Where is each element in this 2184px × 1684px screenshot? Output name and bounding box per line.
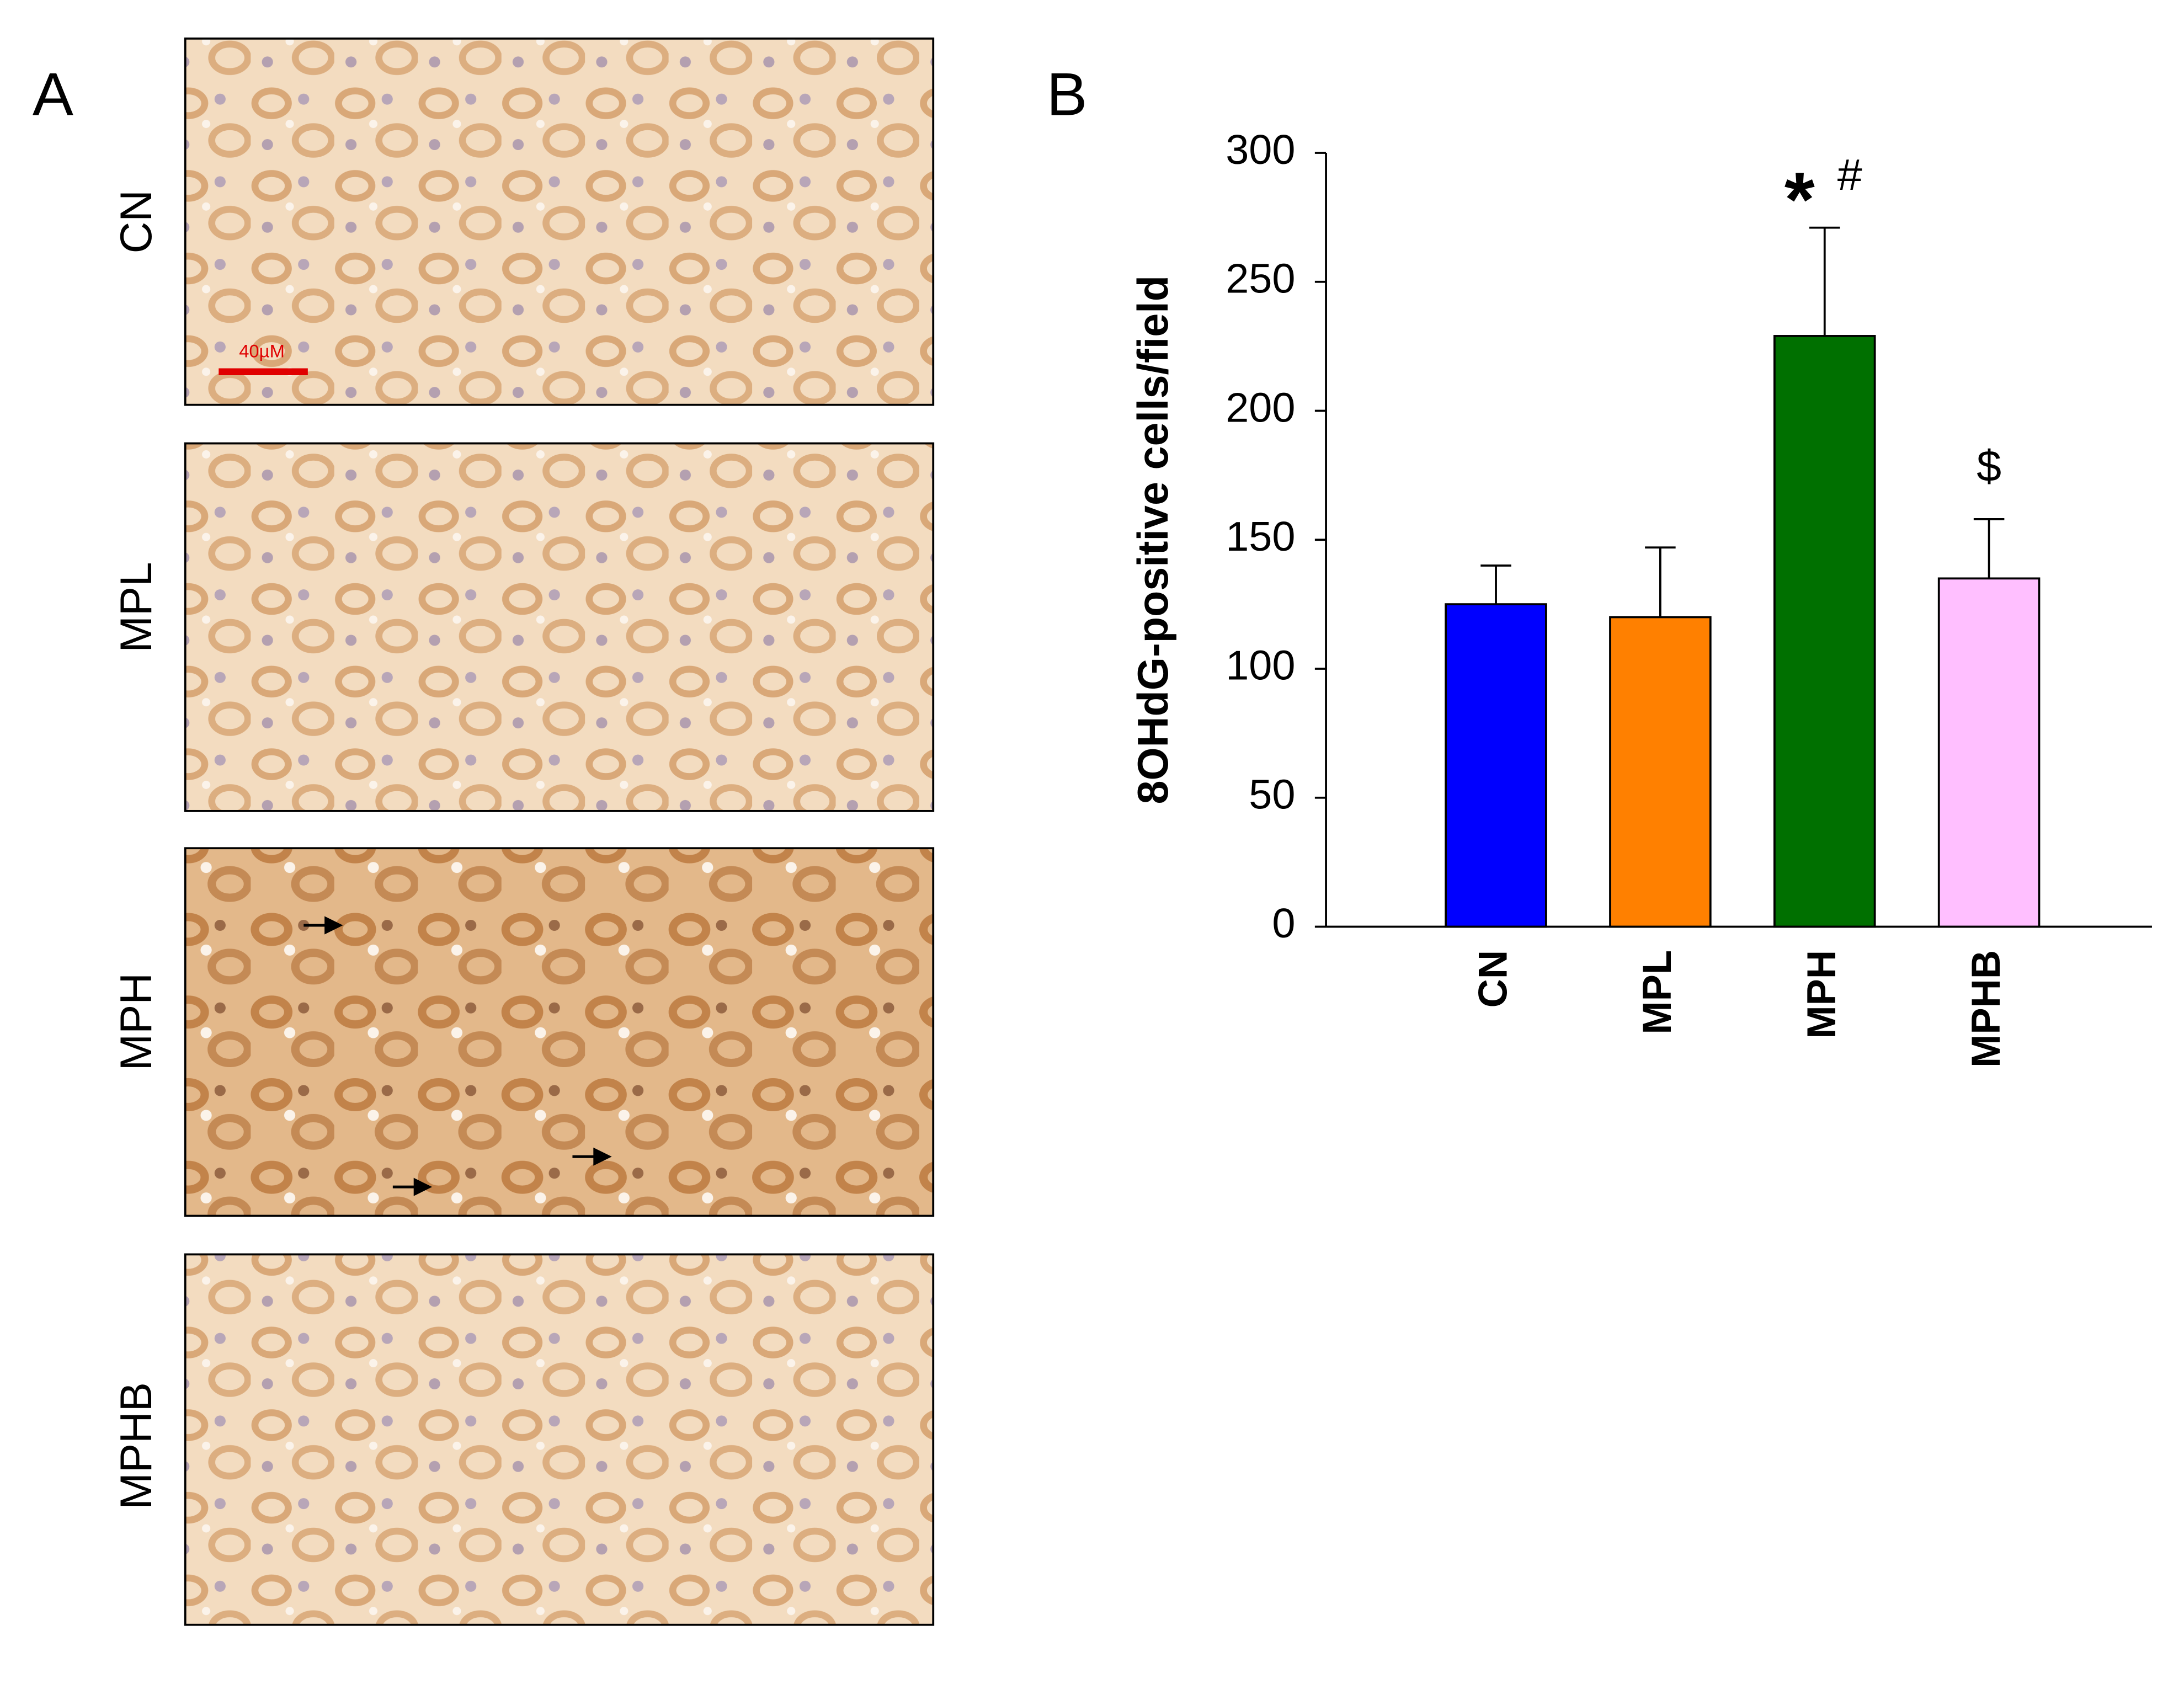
error-bar	[1480, 564, 1511, 605]
bar	[1609, 616, 1712, 928]
micrographs: 40µM CN MPL MPH MPHB	[111, 38, 935, 1626]
panel-label: A	[33, 61, 73, 128]
bar	[1937, 577, 2041, 928]
bar-chart: 0 50 100 150 200 250 300 CN MPL MPH MPHB * # $	[1226, 126, 2152, 1068]
y-axis-label: 8OHdG-positive cells/field	[1129, 275, 1176, 804]
error-bar	[1645, 546, 1676, 617]
y-tick-label: 150	[1226, 513, 1295, 559]
micrograph	[184, 38, 935, 406]
bar	[1773, 335, 1876, 928]
arrows	[303, 916, 612, 1196]
annotation: $	[1977, 442, 2001, 491]
scale-bar-label: 40µM	[239, 341, 285, 361]
x-tick-label: CN	[1471, 950, 1515, 1008]
error-bar	[1809, 226, 1840, 336]
y-tick-label: 250	[1226, 255, 1295, 302]
annotation: #	[1837, 150, 1862, 199]
error-bar	[1973, 518, 2005, 579]
x-tick-label: MPH	[1799, 950, 1844, 1039]
y-tick-label: 50	[1249, 771, 1295, 818]
panel-label: B	[1047, 61, 1088, 128]
y-tick-label: 100	[1226, 642, 1295, 689]
image-label: CN	[111, 190, 161, 253]
micrograph	[184, 442, 935, 812]
x-tick-label: MPL	[1635, 950, 1680, 1035]
y-tick-label: 300	[1226, 126, 1295, 173]
annotation: *	[1785, 156, 1815, 242]
micrograph	[184, 847, 935, 1217]
micrograph	[184, 1253, 935, 1626]
bar	[1445, 603, 1547, 928]
y-tick-label: 200	[1226, 385, 1295, 431]
image-label: MPL	[111, 562, 161, 652]
x-tick-label: MPHB	[1964, 950, 2009, 1068]
image-label: MPH	[111, 973, 161, 1070]
y-tick-label: 0	[1272, 900, 1295, 947]
image-label: MPHB	[111, 1382, 161, 1510]
